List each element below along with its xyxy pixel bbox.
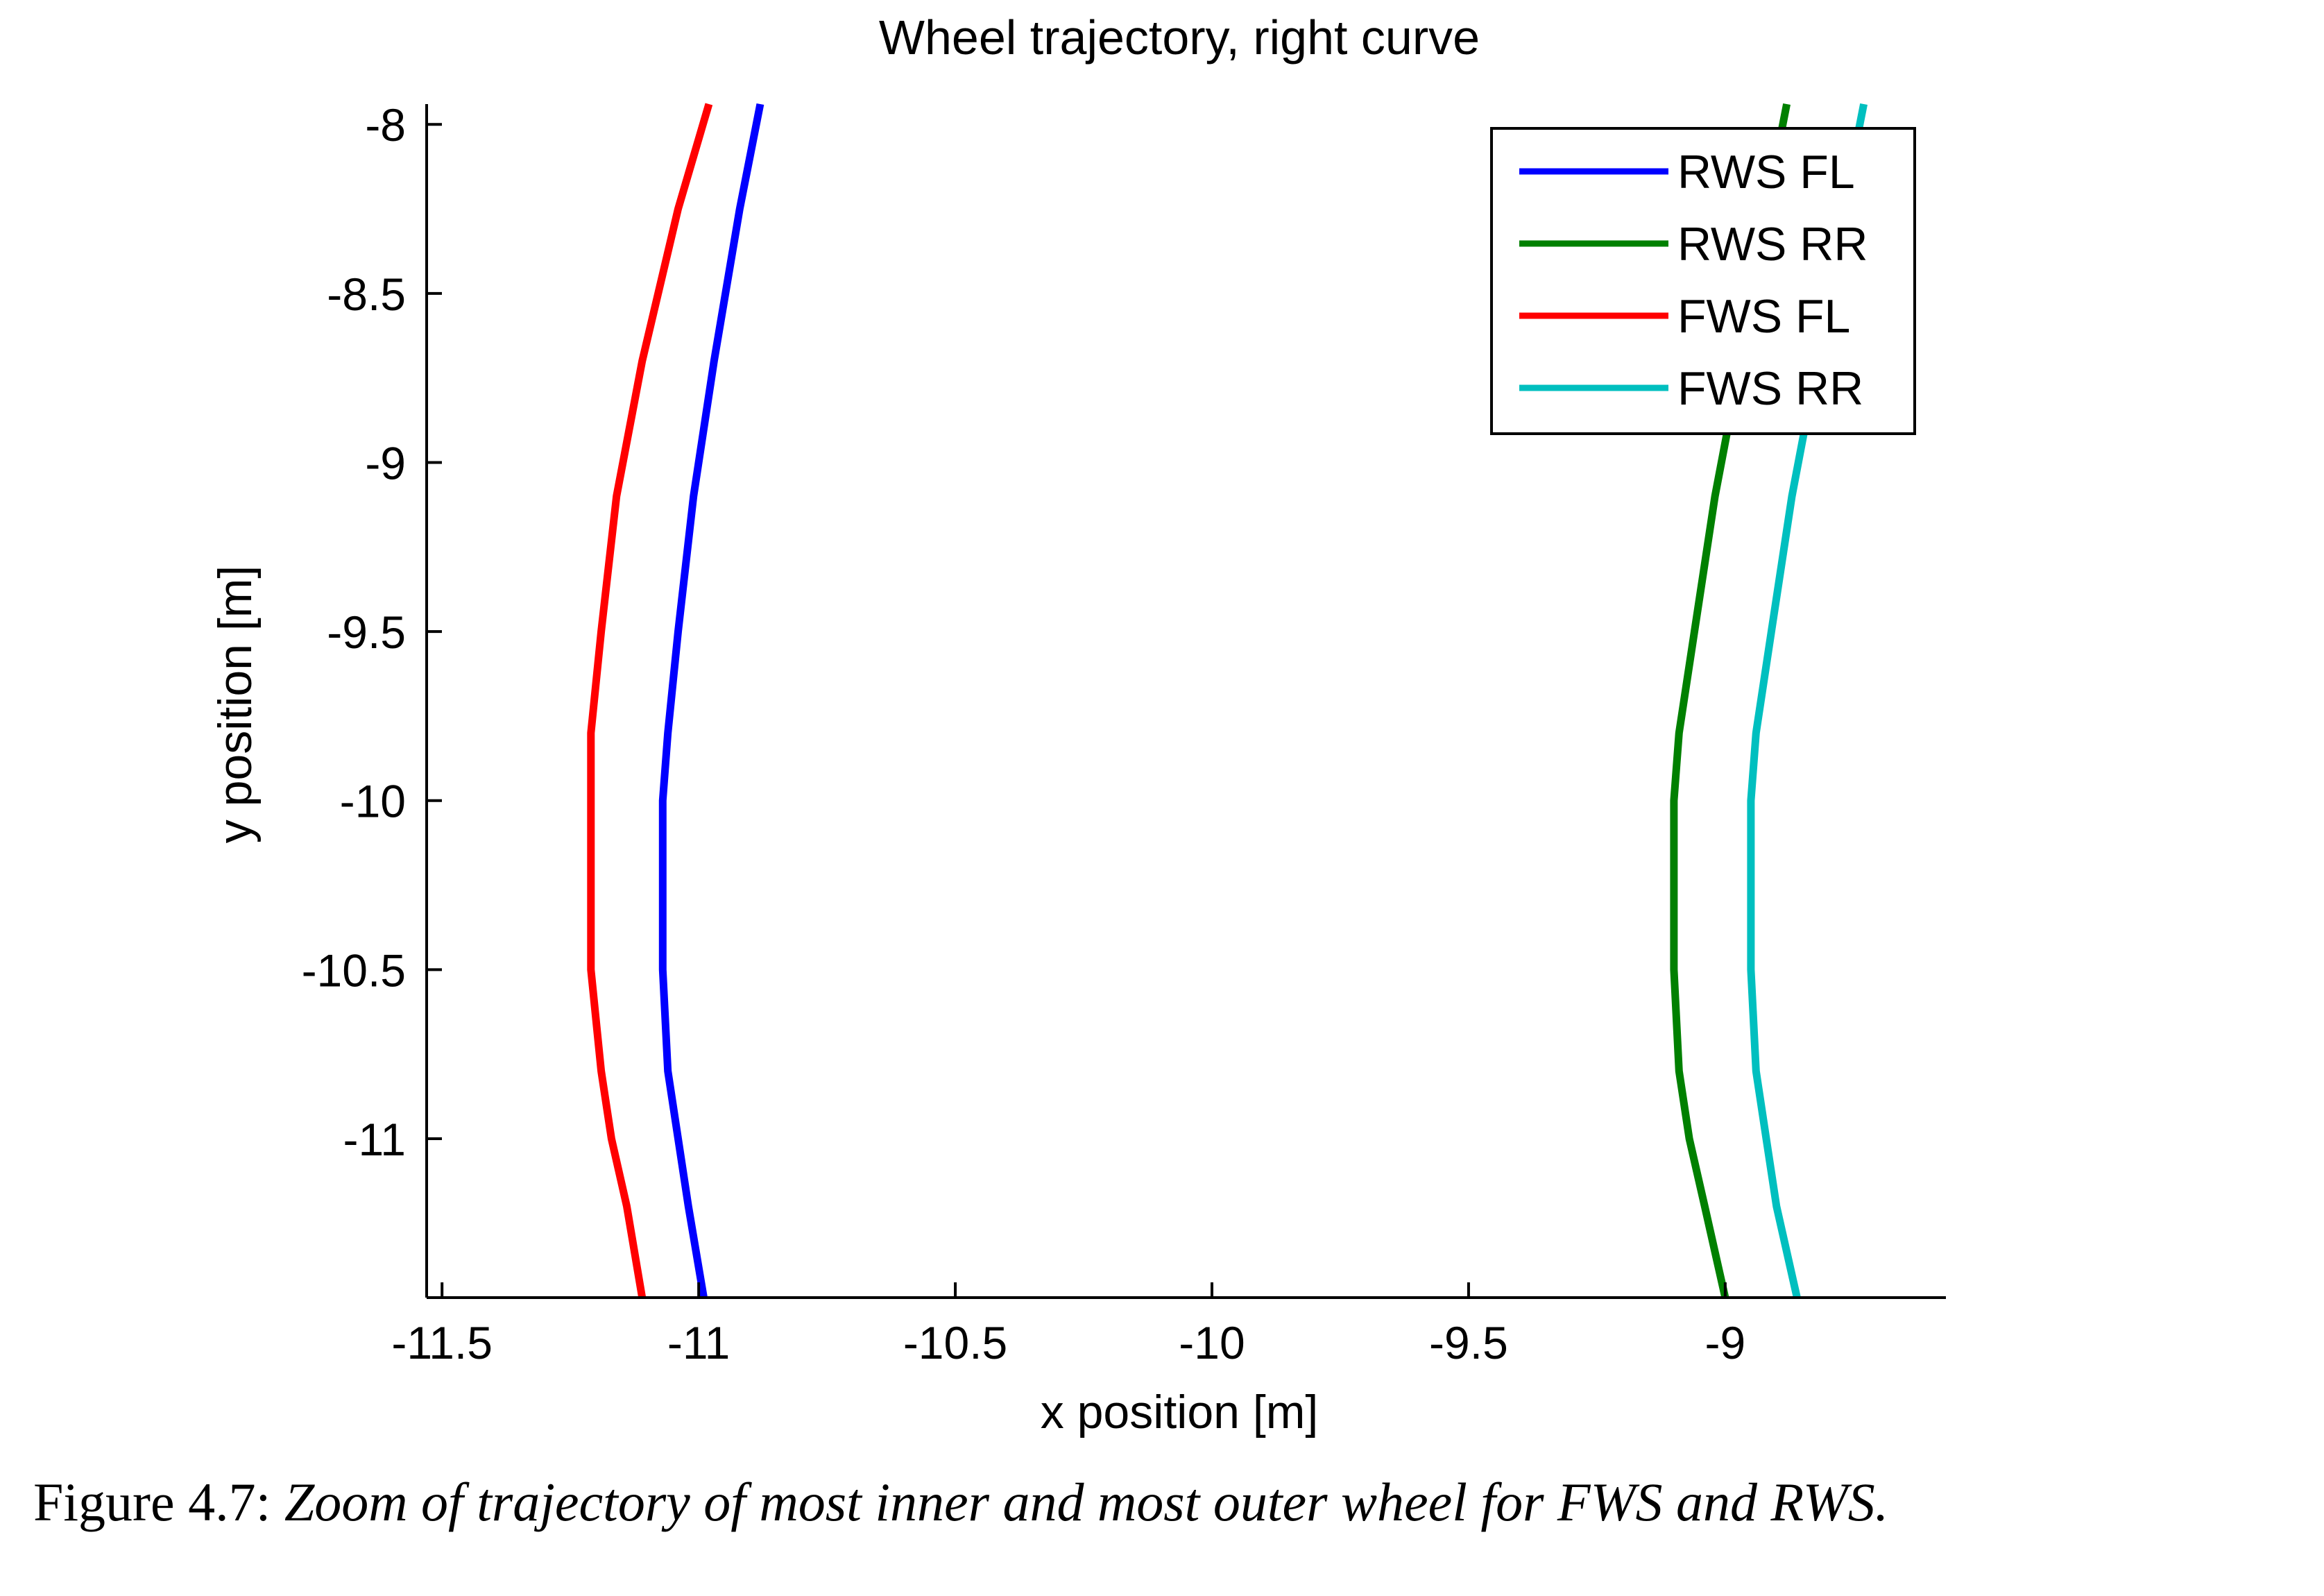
axes: -11.5 -11 -10.5 -10 -9.5 -9 -8 -8.5 -9 -9.5 -10 -10… (302, 99, 1946, 1368)
y-tick-label: -8 (365, 99, 406, 151)
y-tick-label: -8.5 (327, 269, 406, 320)
x-tick-label: -9 (1705, 1317, 1746, 1368)
legend-label: RWS FL (1677, 146, 1855, 198)
figure-caption: Figure 4.7: Zoom of trajectory of most i… (33, 1471, 2295, 1534)
caption-label: Figure 4.7: (33, 1472, 271, 1532)
chart-title: Wheel trajectory, right curve (879, 10, 1480, 65)
y-tick-label: -9 (365, 437, 406, 489)
legend-label: FWS FL (1677, 290, 1850, 343)
legend-label: RWS RR (1677, 218, 1868, 271)
series-line-fws-fl (587, 103, 713, 1298)
y-tick-label: -10 (340, 776, 406, 827)
legend: RWS FL RWS RR FWS FL FWS RR (1490, 127, 1916, 435)
y-tick-label: -10.5 (302, 944, 406, 996)
series-line-rws-fl (658, 103, 764, 1298)
caption-text: Zoom of trajectory of most inner and mos… (284, 1472, 1889, 1532)
y-tick-label: -9.5 (327, 606, 406, 658)
legend-label: FWS RR (1677, 362, 1863, 415)
x-axis-label: x position [m] (1041, 1386, 1319, 1438)
x-tick-label: -11.5 (391, 1317, 493, 1368)
y-axis-label: y position [m] (209, 566, 262, 844)
y-tick-label: -11 (343, 1114, 407, 1165)
x-tick-label: -10.5 (903, 1317, 1007, 1368)
x-tick-label: -10 (1179, 1317, 1245, 1368)
legend-box (1490, 127, 1916, 435)
x-tick-label: -11 (667, 1317, 730, 1368)
x-tick-label: -9.5 (1429, 1317, 1508, 1368)
